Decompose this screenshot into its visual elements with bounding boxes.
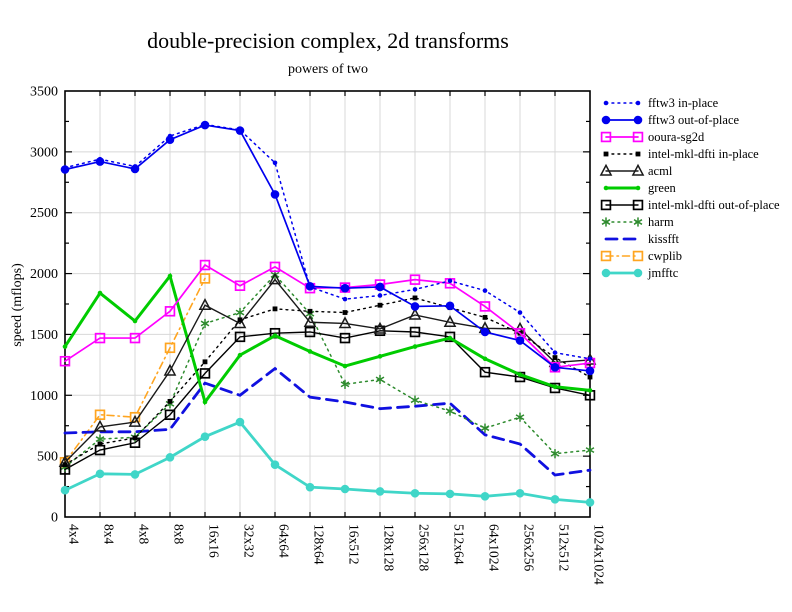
y-tick-label: 0 (51, 511, 58, 526)
legend-label: fftw3 out-of-place (648, 113, 740, 127)
y-tick-label: 1500 (30, 328, 58, 343)
x-tick-label: 64x1024 (487, 524, 502, 572)
x-tick-label: 4x4 (67, 524, 82, 545)
legend-label: jmfftc (647, 266, 679, 280)
series-jmfftc (60, 417, 595, 507)
x-tick-labels: 4x4 8x4 4x8 8x8 16x16 32x32 64x64 128x64 16x512 1… (67, 524, 607, 585)
legend-label: ooura-sg2d (648, 130, 705, 144)
x-tick-label: 128x128 (382, 524, 397, 572)
x-tick-label: 512x64 (452, 524, 467, 565)
legend: fftw3 in-place fftw3 out-of-place ooura-sg… (599, 96, 780, 280)
y-tick-label: 500 (37, 450, 58, 465)
legend-label: harm (648, 215, 674, 229)
legend-item-acml: acml (599, 163, 673, 178)
series-kissfft (63, 366, 592, 477)
x-tick-label: 32x32 (242, 524, 257, 558)
legend-item-fftw3-in-place: fftw3 in-place (603, 96, 719, 110)
y-tick-label: 3000 (30, 145, 58, 160)
y-axis-label: speed (mflops) (10, 263, 25, 347)
x-tick-label: 1024x1024 (592, 524, 607, 585)
series-intel-mkl-dfti-out-of-place (59, 325, 596, 475)
legend-item-fftw3-out-of-place: fftw3 out-of-place (601, 113, 740, 127)
series-fftw3-out-of-place (60, 120, 595, 376)
series-acml (58, 272, 597, 467)
y-tick-labels: 0 500 1000 1500 2000 2500 3000 3500 (30, 85, 58, 526)
x-tick-label: 8x8 (172, 524, 187, 545)
legend-label: kissfft (648, 232, 680, 246)
legend-label: cwplib (648, 249, 682, 263)
y-tick-label: 3500 (30, 85, 58, 100)
x-tick-label: 4x8 (137, 524, 152, 545)
legend-label: intel-mkl-dfti out-of-place (648, 198, 780, 212)
y-tick-label: 2000 (30, 267, 58, 282)
legend-item-jmfftc: jmfftc (601, 266, 679, 280)
legend-item-kissfft: kissfft (604, 232, 680, 246)
legend-item-green: green (603, 181, 677, 195)
legend-label: intel-mkl-dfti in-place (648, 147, 759, 161)
x-tick-label: 128x64 (312, 524, 327, 565)
x-tick-label: 64x64 (277, 524, 292, 558)
chart-title: double-precision complex, 2d transforms (147, 28, 509, 53)
y-tick-label: 1000 (30, 389, 58, 404)
chart-subtitle: powers of two (287, 62, 369, 77)
legend-label: acml (648, 164, 673, 178)
series-harm (60, 270, 595, 472)
gridlines (65, 91, 590, 517)
x-tick-label: 256x128 (417, 524, 432, 572)
legend-item-ooura-sg2d: ooura-sg2d (600, 130, 705, 144)
x-tick-label: 512x512 (557, 524, 572, 571)
plot-frame (64, 90, 591, 518)
legend-item-intel-mkl-dfti-in-place: intel-mkl-dfti in-place (603, 147, 759, 161)
x-tick-label: 256x256 (522, 524, 537, 572)
x-tick-label: 8x4 (102, 524, 117, 545)
series-fftw3-in-place (62, 122, 593, 362)
legend-item-intel-mkl-dfti-out-of-place: intel-mkl-dfti out-of-place (600, 198, 780, 212)
legend-item-harm: harm (601, 215, 674, 229)
legend-label: green (648, 181, 677, 195)
x-tick-label: 16x512 (347, 524, 362, 565)
series-green (62, 272, 593, 406)
y-tick-label: 2500 (30, 206, 58, 221)
x-tick-label: 16x16 (207, 524, 222, 558)
legend-label: fftw3 in-place (648, 96, 719, 110)
axis-ticks (65, 91, 590, 517)
legend-item-cwplib: cwplib (600, 249, 682, 263)
